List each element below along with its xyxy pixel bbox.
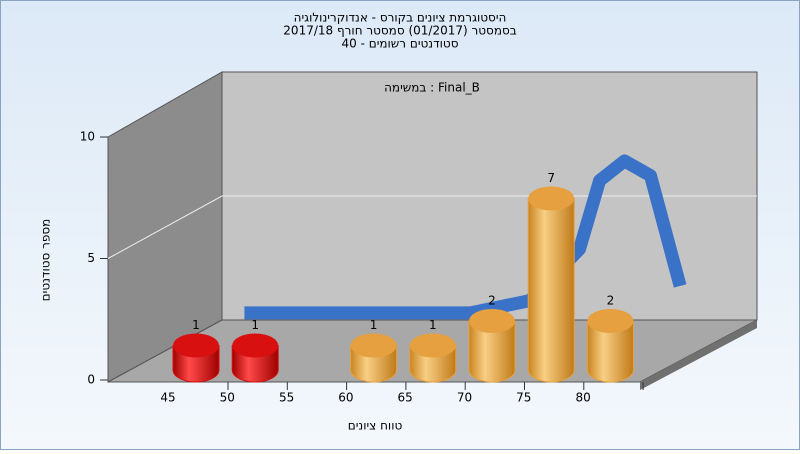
x-tick-label: 60	[338, 391, 353, 405]
bar-cap	[232, 333, 279, 358]
bar	[468, 309, 516, 383]
data-label: 2	[607, 294, 615, 308]
y-tick-label: 5	[87, 251, 95, 265]
x-tick-label: 65	[398, 391, 413, 405]
y-tick-label: 0	[87, 373, 95, 387]
bar	[350, 333, 398, 383]
chart-subtitle: בסמסטר (01/2017) סמסטר חורף 2017/18	[283, 24, 516, 38]
data-label: 1	[192, 318, 200, 332]
chart-subtitle: סטודנטים רשומים - 40	[341, 37, 458, 51]
y-tick-label: 10	[80, 130, 95, 144]
bar	[527, 186, 575, 383]
bar	[231, 333, 279, 383]
bar-cap	[469, 309, 515, 333]
x-tick-label: 50	[220, 391, 235, 405]
grid-line	[107, 195, 757, 259]
annotation: במשימה : Final_B	[384, 81, 480, 95]
bar	[409, 333, 457, 383]
bar-cap	[409, 333, 456, 358]
y-axis-label: מספר סטודנטים	[39, 219, 53, 302]
chart-title: היסטוגרמת ציונים בקורס - אנדוקרינולוגיה	[294, 11, 507, 25]
x-axis-label: טווח ציונים	[348, 419, 403, 433]
x-tick-label: 80	[575, 391, 590, 405]
bar	[586, 309, 634, 383]
bar-body	[527, 198, 575, 383]
x-tick-label: 55	[279, 391, 294, 405]
floor-edge	[640, 320, 757, 390]
bar-cap	[587, 309, 634, 333]
data-label: 2	[488, 294, 496, 308]
x-tick-label: 45	[160, 391, 175, 405]
bar	[172, 333, 220, 383]
bar-cap	[173, 333, 219, 358]
data-label: 1	[251, 318, 259, 332]
bar-body	[468, 320, 516, 383]
data-label: 1	[429, 318, 437, 332]
x-tick-label: 75	[516, 391, 531, 405]
data-label: 7	[547, 171, 555, 185]
bar-body	[586, 320, 634, 383]
bar-cap	[528, 186, 575, 211]
x-tick-label: 70	[457, 391, 472, 405]
data-label: 1	[370, 318, 378, 332]
bar-cap	[350, 333, 397, 358]
